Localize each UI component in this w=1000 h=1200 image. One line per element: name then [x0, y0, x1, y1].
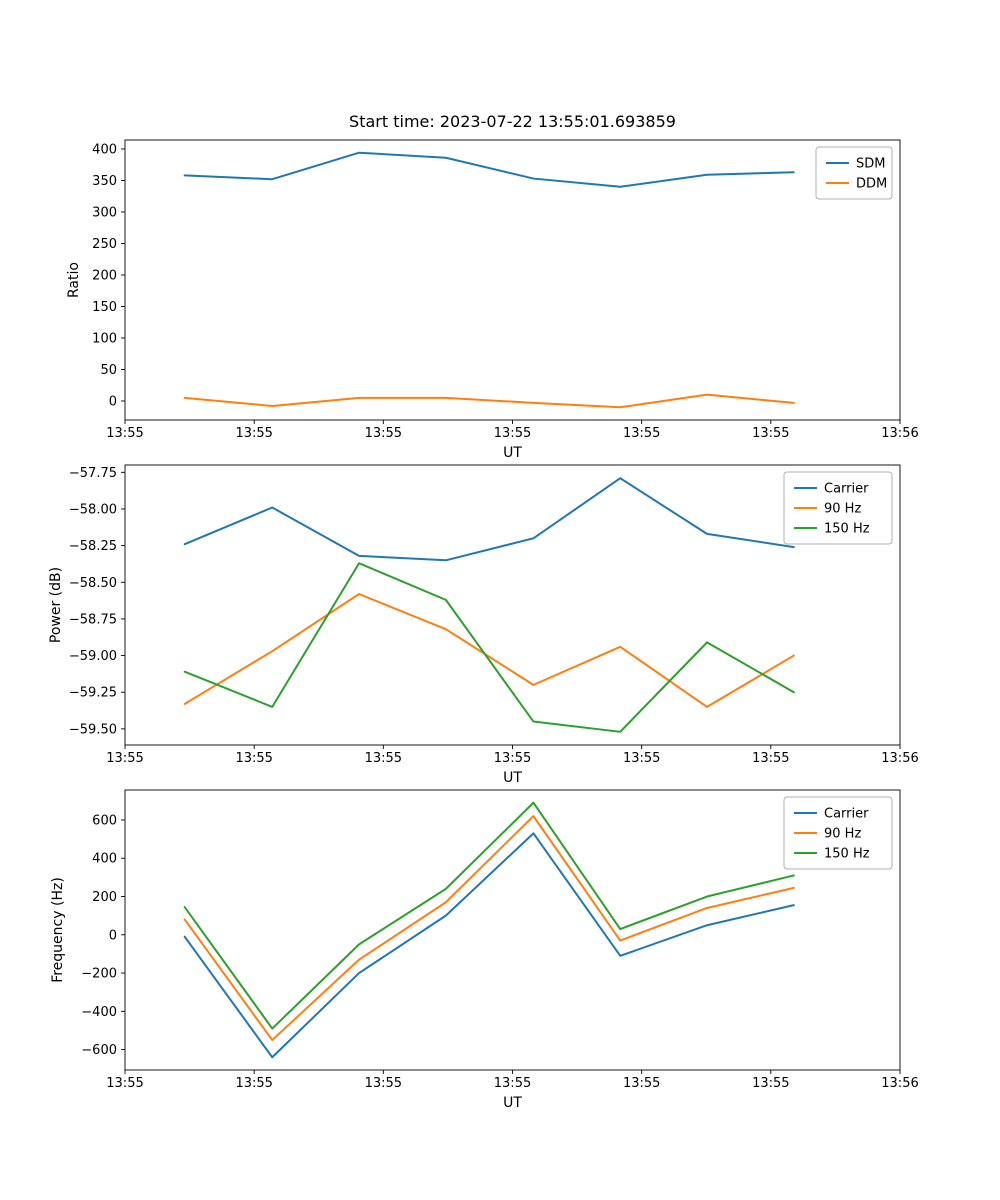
chart-3: 13:55 13:55 13:55 13:55 13:55 13:55 13:56 −600 −…: [50, 789, 919, 1111]
chart-1: 13:55 13:55 13:55 13:55 13:55 13:55 13:56 0 50 10…: [66, 139, 919, 461]
legend-entry-90-hz: 90 Hz: [794, 502, 861, 517]
x-axis-label: UT: [503, 1095, 522, 1111]
legend-label: 150 Hz: [824, 847, 870, 862]
y-tick-label: 100: [92, 331, 117, 346]
y-tick-label: −59.00: [69, 649, 117, 664]
x-tick-label: 13:55: [365, 426, 402, 441]
y-tick-label: 600: [92, 813, 117, 828]
legend-entry-150-hz: 150 Hz: [794, 522, 870, 537]
x-axis-label: UT: [503, 445, 522, 461]
legend-entry-90-hz: 90 Hz: [794, 827, 861, 842]
line-150-hz: [183, 801, 795, 1030]
legend-entry-carrier: Carrier: [794, 482, 869, 497]
x-tick-label: 13:55: [752, 426, 789, 441]
y-tick-label: 400: [92, 142, 117, 157]
x-tick-label: 13:55: [623, 751, 660, 766]
x-tick-label: 13:55: [494, 1076, 531, 1091]
legend-entry-150-hz: 150 Hz: [794, 847, 870, 862]
y-tick-label: −57.75: [69, 466, 117, 481]
x-tick-label: 13:56: [881, 426, 918, 441]
y-tick-label: −58.75: [69, 612, 117, 627]
legend-box: [815, 146, 893, 200]
legend-box: [783, 796, 893, 870]
legend-label: 150 Hz: [824, 522, 870, 537]
y-tick-label: 250: [92, 237, 117, 252]
y-tick-label: −58.50: [69, 576, 117, 591]
y-tick-label: 0: [109, 394, 117, 409]
legend-box: [783, 471, 893, 545]
legend: Carrier 90 Hz 150 Hz: [783, 796, 893, 870]
line-90-hz: [183, 815, 795, 1042]
line-carrier: [183, 477, 795, 562]
y-tick-label: 150: [92, 300, 117, 315]
line-sdm: [183, 151, 795, 188]
x-tick-label: 13:55: [106, 426, 143, 441]
plot-frame: [124, 139, 901, 421]
y-tick-label: −200: [81, 967, 117, 982]
y-axis-label: Power (dB): [48, 567, 64, 643]
x-tick-label: 13:55: [106, 1076, 143, 1091]
y-tick-label: 350: [92, 174, 117, 189]
y-tick-label: −400: [81, 1005, 117, 1020]
y-tick-label: 200: [92, 268, 117, 283]
y-tick-label: 400: [92, 852, 117, 867]
legend-entry-sdm: SDM: [826, 157, 885, 172]
x-tick-label: 13:55: [623, 426, 660, 441]
legend: Carrier 90 Hz 150 Hz: [783, 471, 893, 545]
chart-2: 13:55 13:55 13:55 13:55 13:55 13:55 13:56 −59.5…: [48, 464, 919, 786]
legend-label: 90 Hz: [824, 502, 861, 517]
legend: SDM DDM: [815, 146, 893, 200]
line-150-hz: [183, 562, 795, 733]
y-axis-label: Frequency (Hz): [50, 877, 66, 983]
legend-label: 90 Hz: [824, 827, 861, 842]
figure-title: Start time: 2023-07-22 13:55:01.693859: [349, 112, 676, 131]
y-tick-label: −600: [81, 1043, 117, 1058]
line-ddm: [183, 393, 795, 409]
x-tick-label: 13:55: [494, 426, 531, 441]
x-tick-label: 13:55: [623, 1076, 660, 1091]
x-tick-label: 13:55: [752, 751, 789, 766]
legend-label: SDM: [856, 157, 885, 172]
x-tick-label: 13:55: [365, 751, 402, 766]
y-tick-label: 50: [100, 363, 117, 378]
legend-label: Carrier: [824, 807, 869, 822]
x-tick-label: 13:55: [494, 751, 531, 766]
y-tick-label: −59.50: [69, 722, 117, 737]
y-tick-label: 0: [109, 928, 117, 943]
legend-entry-carrier: Carrier: [794, 807, 869, 822]
line-carrier: [183, 832, 795, 1059]
x-tick-label: 13:55: [235, 1076, 272, 1091]
x-tick-label: 13:55: [235, 426, 272, 441]
x-tick-label: 13:56: [881, 1076, 918, 1091]
line-90-hz: [183, 593, 795, 708]
y-tick-label: 200: [92, 890, 117, 905]
y-tick-label: −58.00: [69, 502, 117, 517]
x-tick-label: 13:55: [106, 751, 143, 766]
legend-label: DDM: [856, 177, 887, 192]
y-tick-label: −58.25: [69, 539, 117, 554]
legend-entry-ddm: DDM: [826, 177, 887, 192]
y-tick-label: −59.25: [69, 686, 117, 701]
x-tick-label: 13:55: [752, 1076, 789, 1091]
x-tick-label: 13:55: [235, 751, 272, 766]
y-axis-label: Ratio: [66, 262, 82, 298]
x-tick-label: 13:55: [365, 1076, 402, 1091]
y-tick-label: 300: [92, 205, 117, 220]
x-axis-label: UT: [503, 770, 522, 786]
x-tick-label: 13:56: [881, 751, 918, 766]
legend-label: Carrier: [824, 482, 869, 497]
